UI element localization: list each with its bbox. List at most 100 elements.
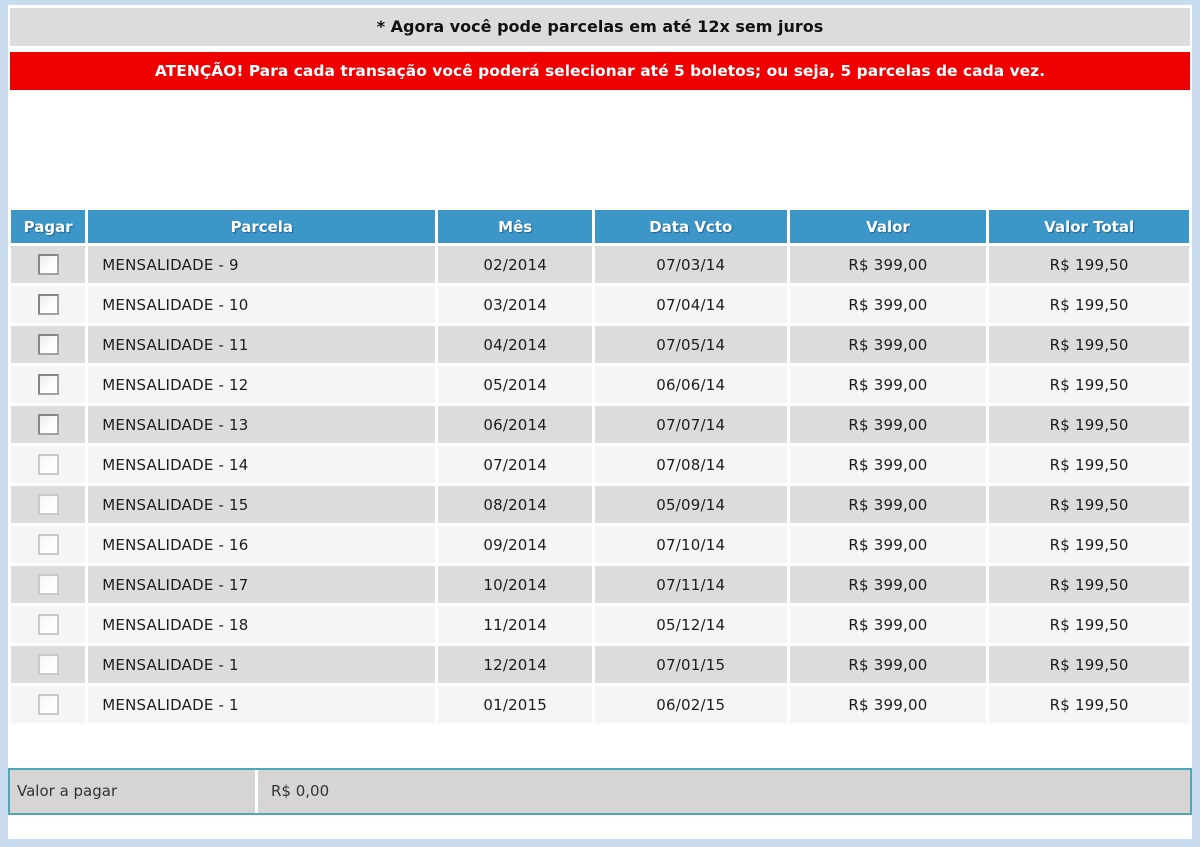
boletos-table: Pagar Parcela Mês Data Vcto Valor Valor Total…	[8, 207, 1192, 726]
table-row: MENSALIDADE - 12 05/2014 06/06/14 R$ 399,00…	[11, 366, 1189, 403]
valor-total-cell: R$ 199,50	[989, 446, 1189, 483]
mes-cell: 08/2014	[438, 486, 592, 523]
valor-total-cell: R$ 199,50	[989, 486, 1189, 523]
valor-cell: R$ 399,00	[789, 366, 987, 403]
table-row: MENSALIDADE - 16 09/2014 07/10/14 R$ 399,00…	[11, 526, 1189, 563]
column-header-valor: Valor	[789, 210, 987, 243]
parcela-cell: MENSALIDADE - 18	[88, 606, 436, 643]
mes-cell: 07/2014	[438, 446, 592, 483]
data-vcto-cell: 07/01/15	[594, 646, 787, 683]
mes-cell: 11/2014	[438, 606, 592, 643]
pagar-cell	[11, 646, 86, 683]
mes-cell: 01/2015	[438, 686, 592, 723]
table-row: MENSALIDADE - 10 03/2014 07/04/14 R$ 399,00…	[11, 286, 1189, 323]
mes-cell: 03/2014	[438, 286, 592, 323]
installments-info-banner: * Agora você pode parcelas em até 12x se…	[10, 8, 1190, 46]
valor-total-cell: R$ 199,50	[989, 366, 1189, 403]
total-to-pay-label: Valor a pagar	[10, 770, 255, 813]
data-vcto-cell: 05/12/14	[594, 606, 787, 643]
valor-total-cell: R$ 199,50	[989, 286, 1189, 323]
column-header-valor-total: Valor Total	[989, 210, 1189, 243]
pagar-checkbox	[37, 694, 59, 715]
pagar-checkbox	[37, 574, 59, 595]
parcela-cell: MENSALIDADE - 10	[88, 286, 436, 323]
pagar-checkbox	[37, 534, 59, 555]
valor-total-cell: R$ 199,50	[989, 606, 1189, 643]
parcela-cell: MENSALIDADE - 1	[88, 686, 436, 723]
pagar-cell	[11, 566, 86, 603]
parcela-cell: MENSALIDADE - 16	[88, 526, 436, 563]
data-vcto-cell: 06/02/15	[594, 686, 787, 723]
column-header-data-vcto: Data Vcto	[594, 210, 787, 243]
mes-cell: 05/2014	[438, 366, 592, 403]
table-row: MENSALIDADE - 15 08/2014 05/09/14 R$ 399,00…	[11, 486, 1189, 523]
data-vcto-cell: 07/08/14	[594, 446, 787, 483]
pagar-cell	[11, 366, 86, 403]
total-to-pay-value: R$ 0,00	[258, 770, 1190, 813]
column-header-mês: Mês	[438, 210, 592, 243]
parcela-cell: MENSALIDADE - 13	[88, 406, 436, 443]
data-vcto-cell: 07/11/14	[594, 566, 787, 603]
pagar-checkbox	[37, 454, 59, 475]
parcela-cell: MENSALIDADE - 1	[88, 646, 436, 683]
column-header-pagar: Pagar	[11, 210, 86, 243]
data-vcto-cell: 07/05/14	[594, 326, 787, 363]
table-row: MENSALIDADE - 13 06/2014 07/07/14 R$ 399,00…	[11, 406, 1189, 443]
parcela-cell: MENSALIDADE - 14	[88, 446, 436, 483]
valor-total-cell: R$ 199,50	[989, 326, 1189, 363]
valor-cell: R$ 399,00	[789, 286, 987, 323]
valor-total-cell: R$ 199,50	[989, 566, 1189, 603]
pagar-cell	[11, 686, 86, 723]
pagar-cell	[11, 446, 86, 483]
valor-cell: R$ 399,00	[789, 686, 987, 723]
payment-summary-bar: Valor a pagar R$ 0,00	[8, 768, 1192, 815]
pagar-checkbox	[37, 654, 59, 675]
pagar-checkbox[interactable]	[37, 334, 59, 355]
parcela-cell: MENSALIDADE - 9	[88, 246, 436, 283]
table-row: MENSALIDADE - 18 11/2014 05/12/14 R$ 399,00…	[11, 606, 1189, 643]
valor-cell: R$ 399,00	[789, 526, 987, 563]
valor-total-cell: R$ 199,50	[989, 646, 1189, 683]
pagar-checkbox	[37, 494, 59, 515]
parcela-cell: MENSALIDADE - 17	[88, 566, 436, 603]
pagar-checkbox	[37, 614, 59, 635]
pagar-cell	[11, 486, 86, 523]
pagar-checkbox[interactable]	[37, 414, 59, 435]
table-row: MENSALIDADE - 14 07/2014 07/08/14 R$ 399,00…	[11, 446, 1189, 483]
valor-total-cell: R$ 199,50	[989, 686, 1189, 723]
valor-cell: R$ 399,00	[789, 446, 987, 483]
pagar-cell	[11, 326, 86, 363]
valor-cell: R$ 399,00	[789, 486, 987, 523]
valor-cell: R$ 399,00	[789, 566, 987, 603]
data-vcto-cell: 07/03/14	[594, 246, 787, 283]
pagar-cell	[11, 286, 86, 323]
table-row: MENSALIDADE - 1 12/2014 07/01/15 R$ 399,00 R…	[11, 646, 1189, 683]
pagar-cell	[11, 526, 86, 563]
valor-cell: R$ 399,00	[789, 406, 987, 443]
table-row: MENSALIDADE - 11 04/2014 07/05/14 R$ 399,00…	[11, 326, 1189, 363]
data-vcto-cell: 05/09/14	[594, 486, 787, 523]
mes-cell: 12/2014	[438, 646, 592, 683]
valor-total-cell: R$ 199,50	[989, 406, 1189, 443]
table-header-row: Pagar Parcela Mês Data Vcto Valor Valor Total	[11, 210, 1189, 243]
table-row: MENSALIDADE - 9 02/2014 07/03/14 R$ 399,00 R…	[11, 246, 1189, 283]
mes-cell: 09/2014	[438, 526, 592, 563]
parcela-cell: MENSALIDADE - 15	[88, 486, 436, 523]
pagar-cell	[11, 606, 86, 643]
parcela-cell: MENSALIDADE - 11	[88, 326, 436, 363]
pagar-checkbox[interactable]	[37, 294, 59, 315]
mes-cell: 04/2014	[438, 326, 592, 363]
valor-cell: R$ 399,00	[789, 606, 987, 643]
mes-cell: 06/2014	[438, 406, 592, 443]
pagar-cell	[11, 246, 86, 283]
pagar-checkbox[interactable]	[37, 254, 59, 275]
valor-cell: R$ 399,00	[789, 326, 987, 363]
table-row: MENSALIDADE - 1 01/2015 06/02/15 R$ 399,00 R…	[11, 686, 1189, 723]
attention-warning-banner: ATENÇÃO! Para cada transação você poderá…	[10, 52, 1190, 90]
valor-total-cell: R$ 199,50	[989, 526, 1189, 563]
pagar-checkbox[interactable]	[37, 374, 59, 395]
data-vcto-cell: 07/07/14	[594, 406, 787, 443]
column-header-parcela: Parcela	[88, 210, 436, 243]
table-row: MENSALIDADE - 17 10/2014 07/11/14 R$ 399,00…	[11, 566, 1189, 603]
